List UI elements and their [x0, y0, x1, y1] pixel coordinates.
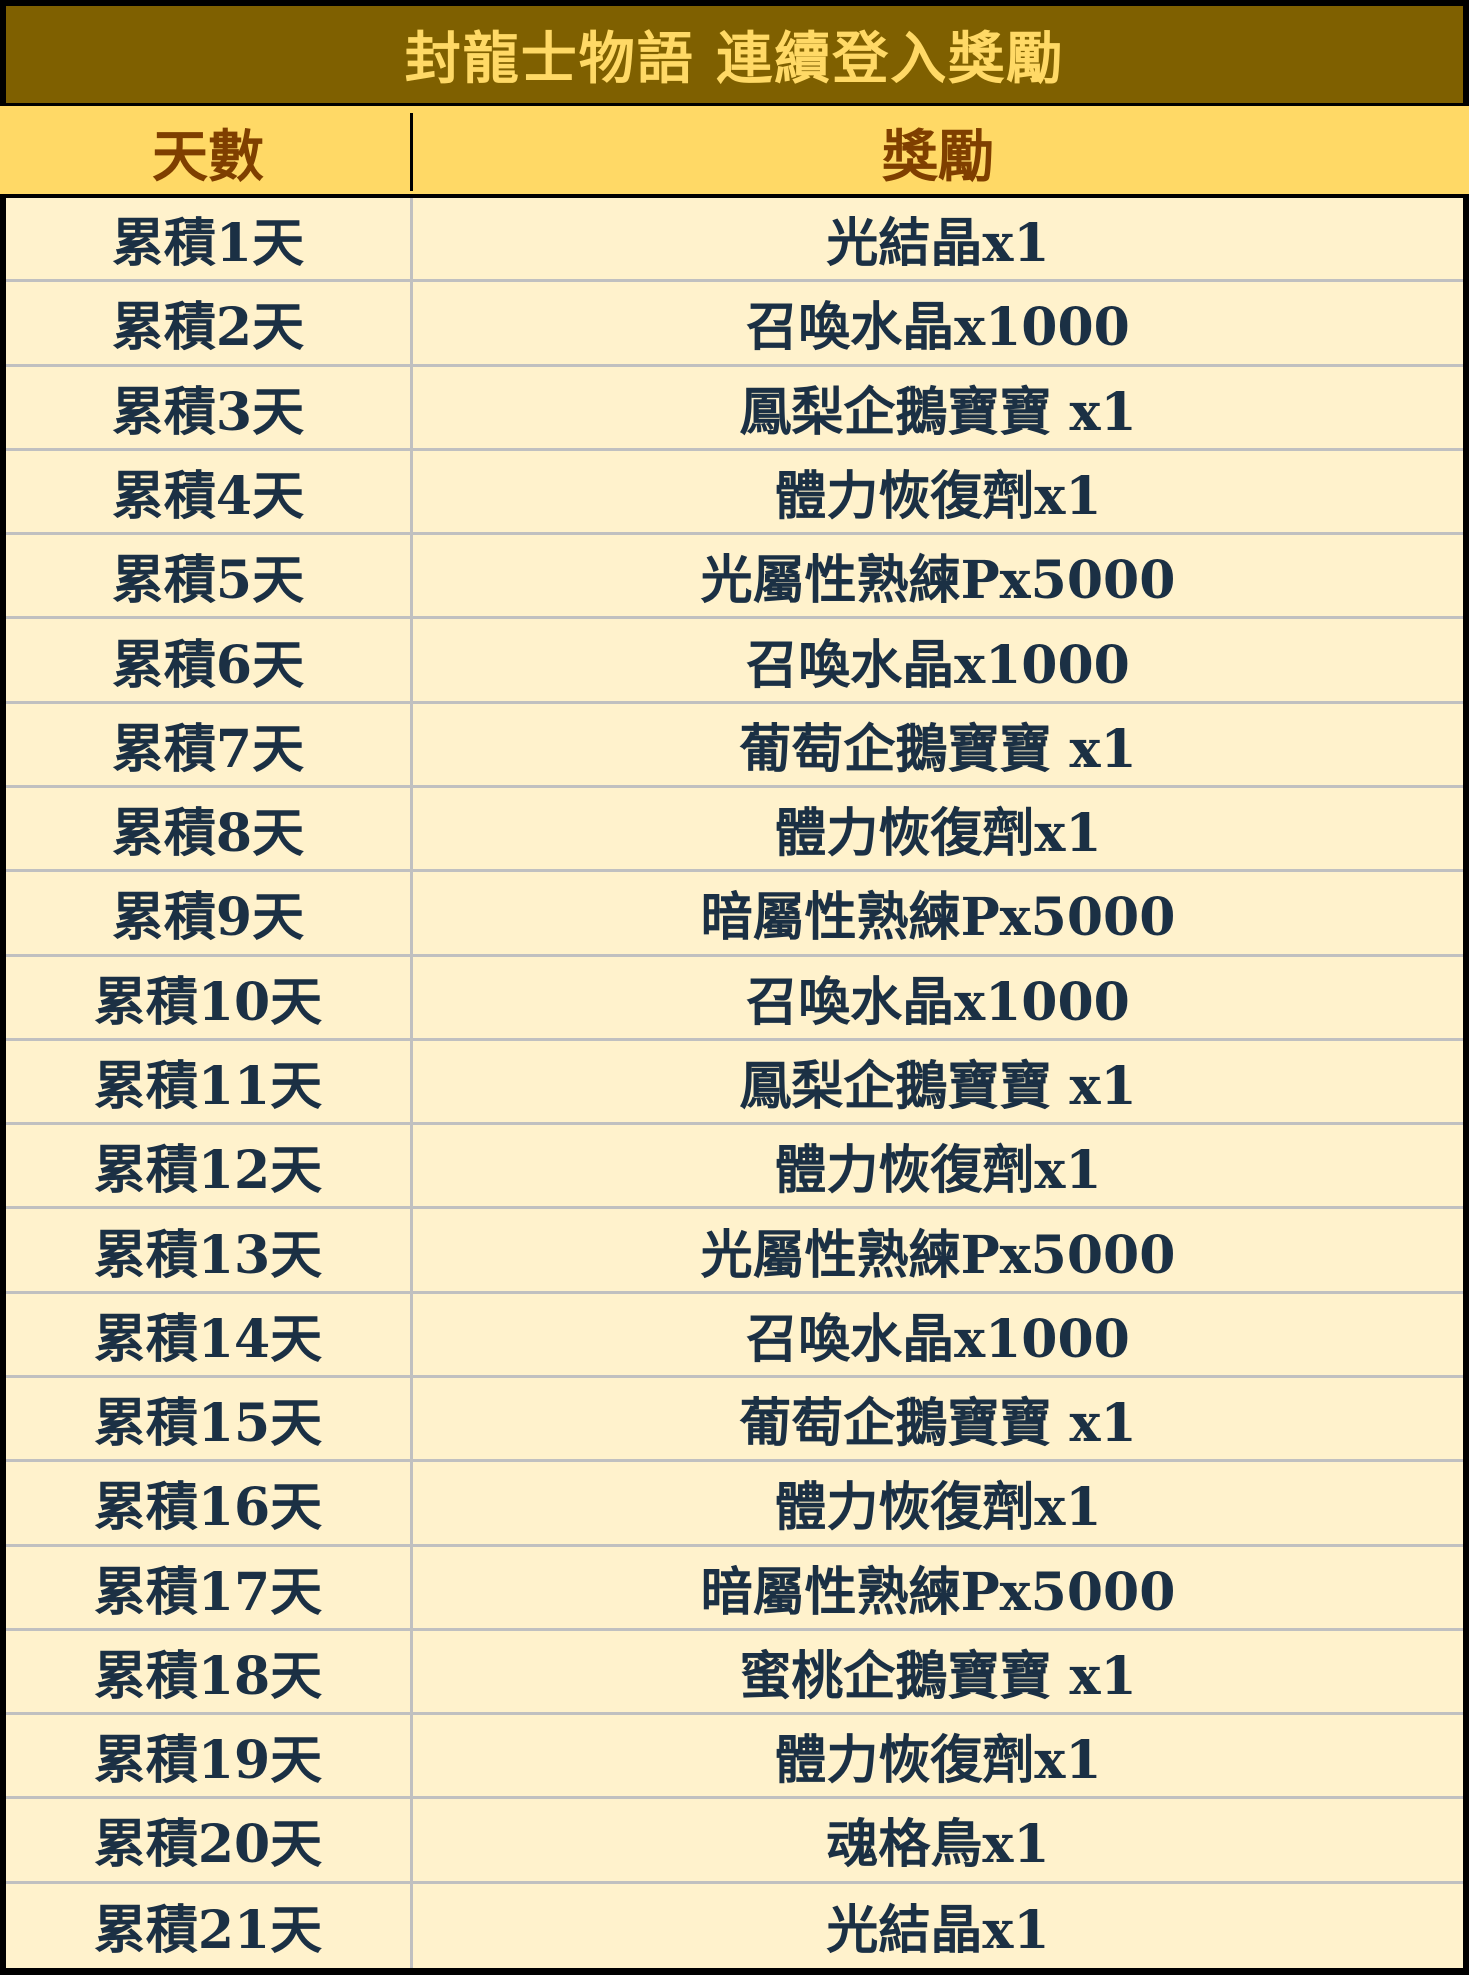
reward-cell: 葡萄企鵝寶寶 x1	[739, 1393, 1137, 1455]
reward-cell: 暗屬性熟練Px5000	[700, 1561, 1176, 1623]
reward-cell: 體力恢復劑x1	[774, 1140, 1102, 1202]
table-body: 累積1天 光結晶x1 累積2天 召喚水晶x1000 累積3天 鳳梨企鵝寶寶 x1 累積4天體…	[6, 198, 1463, 1968]
table-row: 累積12天 體力恢復劑x1	[6, 1125, 1463, 1210]
day-cell: 累積15天	[6, 1377, 413, 1460]
day-cell: 累積20天	[6, 1799, 413, 1881]
table-row: 累積8天 體力恢復劑x1	[6, 787, 1463, 873]
reward-cell: 體力恢復劑x1	[774, 1477, 1102, 1539]
day-cell: 累積8天	[6, 787, 413, 870]
table-row: 累積4天 體力恢復劑x1	[6, 450, 1463, 536]
reward-cell: 鳳梨企鵝寶寶 x1	[739, 381, 1137, 443]
table-row: 累積2天 召喚水晶x1000	[6, 282, 1463, 367]
table-row: 累積20天 魂格鳥x1	[6, 1799, 1463, 1884]
day-cell: 累積13天	[6, 1209, 413, 1291]
table-row: 累積21天 光結晶x1	[6, 1883, 1463, 1968]
day-cell: 累積17天	[6, 1546, 413, 1628]
table-row: 累積14天 召喚水晶x1000	[6, 1293, 1463, 1378]
table-row: 累積9天 暗屬性熟練Px5000	[6, 872, 1463, 957]
day-cell: 累積1天	[6, 198, 413, 280]
table-row: 累積18天 蜜桃企鵝寶寶 x1	[6, 1630, 1463, 1716]
reward-cell: 魂格鳥x1	[826, 1814, 1050, 1876]
reward-cell: 葡萄企鵝寶寶 x1	[739, 718, 1137, 780]
header-days: 天數	[6, 113, 413, 191]
reward-cell: 召喚水晶x1000	[746, 297, 1130, 359]
day-cell: 累積11天	[6, 1040, 413, 1123]
day-cell: 累積3天	[6, 366, 413, 448]
header-reward: 獎勵	[882, 124, 994, 190]
reward-cell: 召喚水晶x1000	[746, 971, 1130, 1033]
day-cell: 累積10天	[6, 956, 413, 1038]
day-cell: 累積9天	[6, 872, 413, 954]
table-row: 累積13天 光屬性熟練Px5000	[6, 1209, 1463, 1294]
day-cell: 累積5天	[6, 535, 413, 617]
reward-cell: 召喚水晶x1000	[746, 634, 1130, 696]
table-row: 累積3天 鳳梨企鵝寶寶 x1	[6, 366, 1463, 451]
reward-cell: 暗屬性熟練Px5000	[700, 887, 1176, 949]
reward-cell: 鳳梨企鵝寶寶 x1	[739, 1055, 1137, 1117]
table-row: 累積15天 葡萄企鵝寶寶 x1	[6, 1377, 1463, 1463]
reward-cell: 蜜桃企鵝寶寶 x1	[739, 1645, 1137, 1707]
page-title: 封龍士物語 連續登入獎勵	[6, 6, 1463, 103]
reward-cell: 體力恢復劑x1	[774, 1730, 1102, 1792]
day-cell: 累積12天	[6, 1125, 413, 1207]
reward-cell: 光結晶x1	[826, 1900, 1050, 1962]
table-row: 累積19天 體力恢復劑x1	[6, 1715, 1463, 1800]
day-cell: 累積2天	[6, 282, 413, 364]
day-cell: 累積19天	[6, 1715, 413, 1797]
table-header: 天數 獎勵	[0, 106, 1469, 194]
reward-cell: 光屬性熟練Px5000	[700, 1224, 1176, 1286]
reward-cell: 體力恢復劑x1	[774, 465, 1102, 527]
table-row: 累積5天 光屬性熟練Px5000	[6, 535, 1463, 620]
table-row: 累積11天 鳳梨企鵝寶寶 x1	[6, 1040, 1463, 1126]
table-row: 累積17天 暗屬性熟練Px5000	[6, 1546, 1463, 1631]
table-row: 累積1天 光結晶x1	[6, 198, 1463, 283]
day-cell: 累積21天	[6, 1883, 413, 1968]
day-cell: 累積14天	[6, 1293, 413, 1375]
day-cell: 累積4天	[6, 450, 413, 533]
reward-cell: 體力恢復劑x1	[774, 803, 1102, 865]
table-row: 累積7天 葡萄企鵝寶寶 x1	[6, 703, 1463, 788]
day-cell: 累積7天	[6, 703, 413, 785]
table-row: 累積16天 體力恢復劑x1	[6, 1462, 1463, 1547]
reward-cell: 光結晶x1	[826, 213, 1050, 275]
table-row: 累積10天 召喚水晶x1000	[6, 956, 1463, 1041]
reward-cell: 召喚水晶x1000	[746, 1308, 1130, 1370]
day-cell: 累積6天	[6, 619, 413, 701]
reward-cell: 光屬性熟練Px5000	[700, 550, 1176, 612]
table-row: 累積6天 召喚水晶x1000	[6, 619, 1463, 704]
day-cell: 累積16天	[6, 1462, 413, 1544]
day-cell: 累積18天	[6, 1630, 413, 1713]
